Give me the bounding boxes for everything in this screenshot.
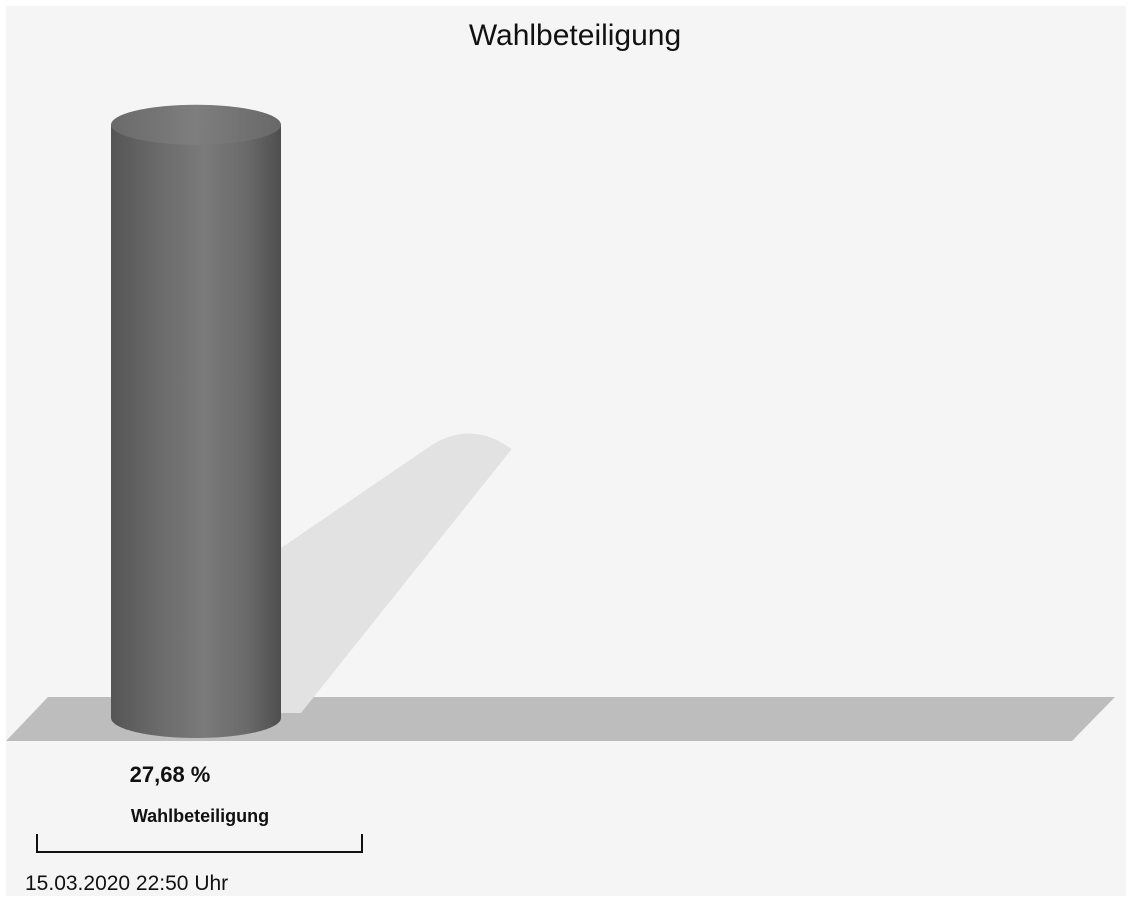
chart-title: Wahlbeteiligung [469, 19, 681, 52]
category-label: Wahlbeteiligung [131, 806, 269, 826]
bar-group [111, 104, 281, 738]
bar-value-label: 27,68 % [130, 762, 211, 787]
bar-shadow [281, 433, 512, 713]
timestamp-label: 15.03.2020 22:50 Uhr [25, 872, 228, 895]
bar-top-cap [111, 104, 281, 145]
bar-wahlbeteiligung [111, 124, 281, 738]
category-bracket [36, 834, 363, 853]
